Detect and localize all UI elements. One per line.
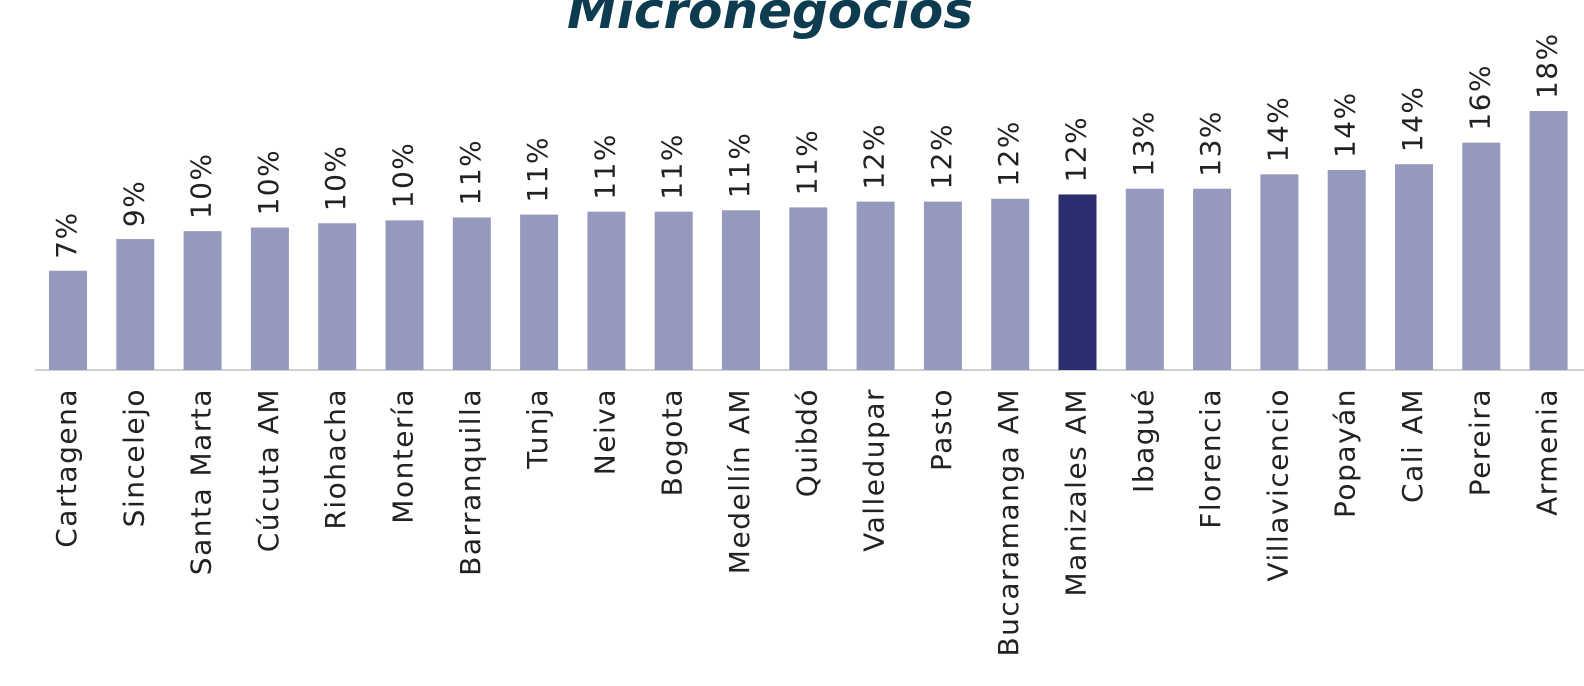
value-label: 12%: [925, 123, 958, 190]
x-tick-label: Barranquilla: [454, 388, 487, 576]
x-tick-label: Popayán: [1329, 388, 1362, 518]
bar: [183, 231, 222, 370]
x-tick-label: Cali AM: [1396, 388, 1429, 503]
value-label: 11%: [723, 132, 756, 199]
x-tick-label: Sincelejo: [117, 388, 150, 527]
x-tick-label: Neiva: [588, 388, 621, 475]
value-label: 9%: [117, 180, 150, 227]
bar: [250, 227, 289, 370]
x-tick-label: Villavicencio: [1261, 388, 1294, 582]
value-label: 11%: [588, 133, 621, 200]
bar: [452, 217, 491, 370]
bar: [587, 211, 626, 370]
bar: [520, 214, 559, 370]
value-label: 10%: [252, 149, 285, 216]
x-tick-label: Santa Marta: [185, 388, 218, 575]
chart-title: Micronegocios: [567, 0, 973, 40]
x-tick-label: Ibagué: [1127, 388, 1160, 493]
bar: [1462, 142, 1501, 370]
bar: [318, 223, 357, 370]
bar: [1125, 188, 1164, 370]
value-label: 13%: [1194, 110, 1227, 177]
x-tick-label: Valledupar: [858, 388, 891, 552]
bar: [116, 239, 155, 370]
bar: [722, 210, 760, 370]
x-tick-label: Armenia: [1531, 388, 1564, 516]
x-tick-label: Cúcuta AM: [252, 388, 285, 552]
value-label: 10%: [387, 142, 420, 209]
value-label: 11%: [656, 133, 689, 200]
value-label: 14%: [1329, 91, 1362, 158]
bar: [856, 201, 895, 370]
bar: [654, 211, 693, 370]
value-label: 7%: [50, 211, 83, 258]
bar: [991, 198, 1030, 370]
value-label: 11%: [790, 129, 823, 196]
x-tick-label: Tunja: [521, 388, 554, 470]
value-label: 16%: [1463, 64, 1496, 131]
x-tick-label: Riohacha: [319, 388, 352, 530]
x-tick-label: Medellín AM: [723, 388, 756, 574]
bar: [923, 201, 962, 370]
value-label: 18%: [1531, 32, 1564, 99]
bar: [49, 270, 87, 370]
bar: [1058, 194, 1097, 370]
x-tick-label: Montería: [387, 388, 420, 524]
value-label: 12%: [992, 120, 1025, 187]
x-tick-label: Pasto: [925, 388, 958, 471]
value-label: 13%: [1127, 110, 1160, 177]
value-label: 12%: [1060, 116, 1093, 183]
bar: [1260, 174, 1299, 370]
bar: [789, 207, 828, 370]
value-label: 14%: [1261, 96, 1294, 163]
value-label: 14%: [1396, 86, 1429, 153]
bar: [1327, 169, 1366, 370]
x-tick-label: Manizales AM: [1060, 388, 1093, 597]
bar: [385, 220, 424, 370]
x-tick-label: Cartagena: [50, 388, 83, 548]
bar: [1193, 188, 1232, 370]
x-tick-label: Florencia: [1194, 388, 1227, 529]
value-label: 11%: [454, 139, 487, 206]
value-label: 10%: [185, 152, 218, 219]
x-tick-label: Pereira: [1463, 388, 1496, 496]
x-tick-label: Bogota: [656, 388, 689, 496]
x-tick-label: Bucaramanga AM: [992, 388, 1025, 657]
value-label: 11%: [521, 136, 554, 203]
bar: [1529, 111, 1568, 370]
x-tick-label: Quibdó: [790, 388, 823, 497]
bar: [1395, 164, 1433, 370]
value-label: 12%: [858, 123, 891, 190]
value-label: 10%: [319, 144, 352, 211]
